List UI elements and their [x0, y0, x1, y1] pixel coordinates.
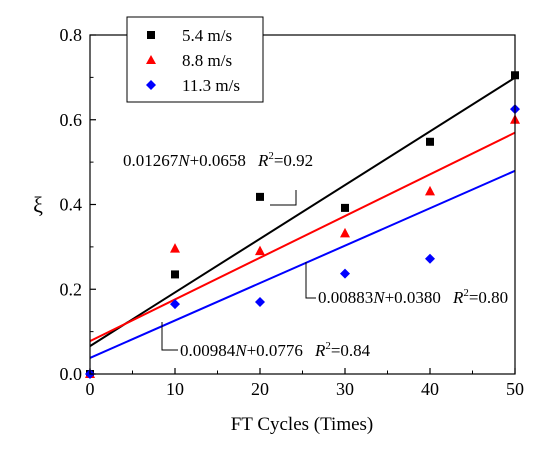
legend-label-5-4: 5.4 m/s — [182, 26, 232, 45]
annotation-red-coef: 0.00984 — [180, 341, 236, 360]
x-tick-label: 50 — [506, 379, 524, 399]
fit-lines — [89, 76, 516, 359]
annotation-red-const: +0.0776 — [247, 341, 303, 360]
annotation-black: 0.01267N+0.0658 R2=0.92 — [123, 150, 313, 170]
data-point-series-2 — [170, 299, 180, 310]
data-point-series-0 — [426, 137, 434, 146]
y-axis-label: ξ — [33, 192, 43, 217]
data-point-series-1 — [255, 245, 265, 256]
x-axis-ticks: 0 10 20 30 40 50 — [86, 368, 524, 399]
annotation-black-const: +0.0658 — [190, 151, 246, 170]
data-point-series-0 — [341, 203, 349, 212]
x-tick-label: 30 — [336, 379, 354, 399]
data-markers — [85, 71, 520, 379]
annotation-blue-const: +0.0380 — [385, 288, 441, 307]
leader-line-blue — [305, 262, 316, 299]
legend-marker-square — [147, 31, 155, 39]
leader-line-red — [161, 322, 178, 351]
annotation-red: 0.00984N+0.0776 R2=0.84 — [180, 340, 371, 360]
y-tick-label: 0.0 — [60, 364, 83, 384]
annotation-blue: 0.00883N+0.0380 R2=0.80 — [318, 287, 508, 307]
x-axis-label: FT Cycles (Times) — [231, 414, 374, 435]
y-tick-label: 0.6 — [60, 110, 83, 130]
y-tick-label: 0.4 — [60, 195, 83, 215]
data-point-series-1 — [425, 185, 435, 196]
data-point-series-1 — [340, 227, 350, 238]
y-tick-label: 0.8 — [60, 25, 83, 45]
x-tick-label: 0 — [86, 379, 95, 399]
fit-line-series-0 — [89, 76, 516, 347]
x-tick-label: 40 — [421, 379, 439, 399]
annotation-red-r2: =0.84 — [331, 341, 371, 360]
x-tick-label: 20 — [251, 379, 269, 399]
data-point-series-0 — [171, 270, 179, 279]
legend: 5.4 m/s 8.8 m/s 11.3 m/s — [126, 16, 264, 103]
data-point-series-0 — [256, 192, 264, 201]
legend-label-8-8: 8.8 m/s — [182, 51, 232, 70]
data-point-series-2 — [340, 268, 350, 279]
x-tick-label: 10 — [166, 379, 184, 399]
legend-marker-triangle — [146, 55, 156, 64]
annotation-blue-coef: 0.00883 — [318, 288, 373, 307]
data-point-series-2 — [425, 253, 435, 264]
annotation-blue-r2: =0.80 — [469, 288, 508, 307]
y-axis-ticks: 0.0 0.2 0.4 0.6 0.8 — [60, 25, 96, 384]
annotation-black-coef: 0.01267 — [123, 151, 179, 170]
data-point-series-1 — [170, 243, 180, 253]
data-point-series-2 — [255, 296, 265, 307]
fit-line-series-1 — [89, 131, 516, 343]
leader-line-black — [270, 190, 297, 206]
fit-line-series-2 — [89, 169, 516, 359]
y-tick-label: 0.2 — [60, 279, 83, 299]
annotation-black-r2: =0.92 — [274, 151, 313, 170]
annotation-leaders — [161, 190, 316, 351]
legend-label-11-3: 11.3 m/s — [182, 76, 240, 95]
legend-marker-diamond — [146, 80, 156, 90]
